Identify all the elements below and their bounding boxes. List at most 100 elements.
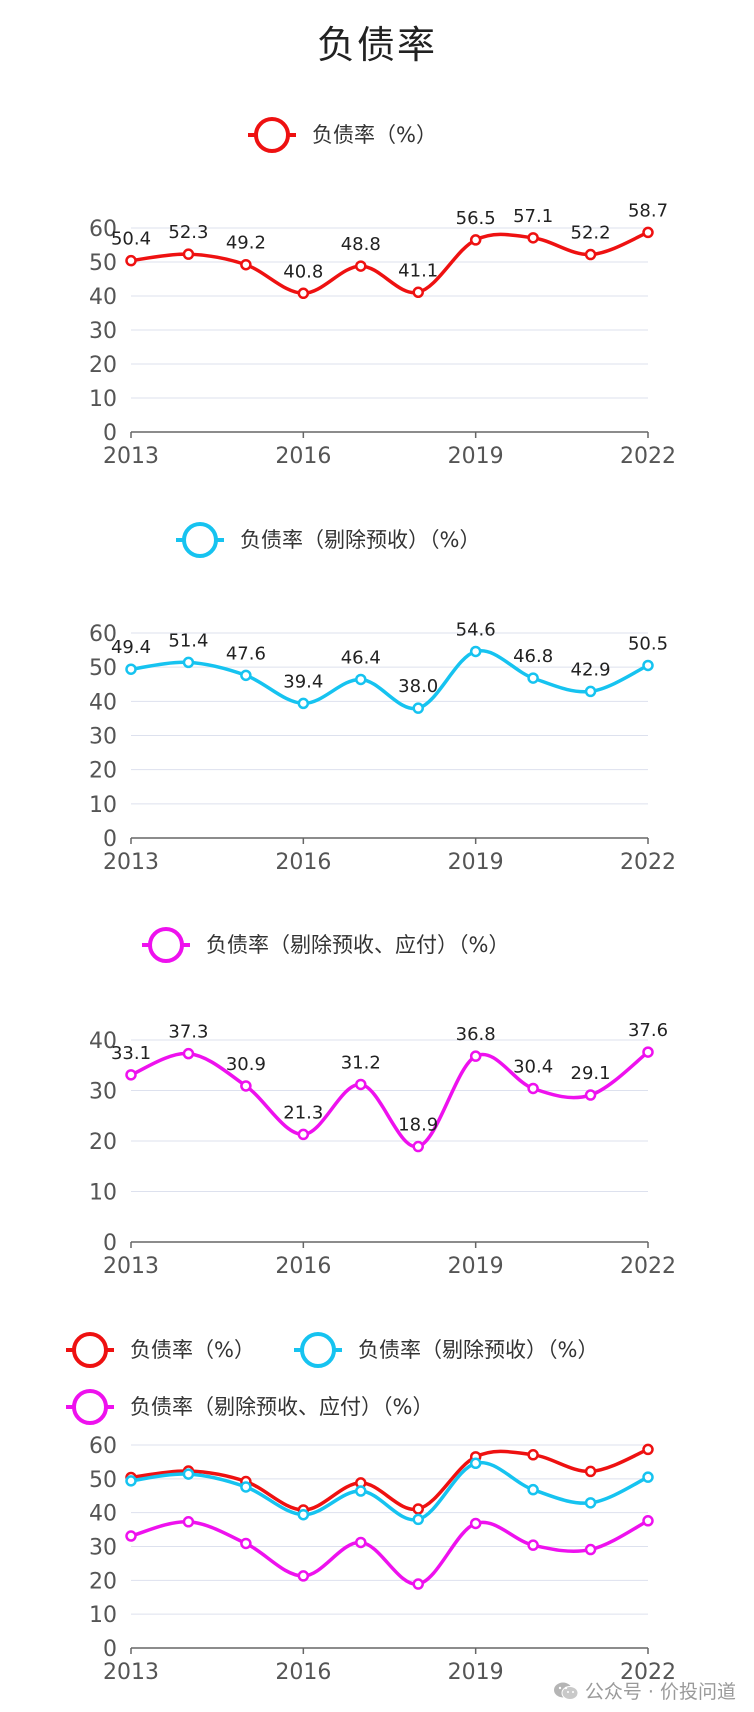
y-tick-label: 10: [89, 387, 117, 412]
y-tick-label: 20: [89, 759, 117, 784]
data-point: [469, 1457, 482, 1470]
data-point: [297, 1570, 310, 1582]
legend-item: 负债率（剔除预收）（%）: [176, 522, 480, 558]
data-point: [240, 1481, 252, 1493]
series-line: [130, 230, 649, 296]
data-label: 51.4: [168, 630, 208, 651]
series-line: [130, 1460, 649, 1522]
y-tick-label: 60: [89, 622, 117, 647]
data-point: [240, 669, 252, 682]
data-point: [469, 1050, 482, 1062]
legend-label: 负债率（剔除预收）（%）: [240, 528, 480, 552]
data-point: [182, 1047, 195, 1060]
x-tick-label: 2013: [103, 444, 159, 469]
data-label: 54.6: [456, 619, 496, 640]
watermark: 公众号 · 价投问道: [553, 1677, 736, 1704]
x-tick-label: 2022: [620, 444, 676, 469]
data-point: [355, 673, 367, 686]
data-point: [584, 1543, 597, 1556]
data-point: [584, 1089, 597, 1101]
y-tick-label: 40: [89, 1029, 117, 1054]
y-tick-label: 0: [103, 1637, 117, 1662]
y-tick-label: 40: [89, 1502, 117, 1527]
data-point: [527, 1539, 539, 1551]
data-label: 30.4: [513, 1056, 553, 1077]
y-tick-label: 30: [89, 1536, 117, 1561]
x-tick-label: 2013: [103, 850, 159, 875]
data-point: [182, 1468, 195, 1480]
legend-item: 负债率（剔除预收、应付）（%）: [66, 1389, 433, 1425]
data-point: [297, 697, 310, 710]
data-point: [527, 1449, 539, 1461]
data-point: [469, 1517, 482, 1530]
y-tick-label: 0: [103, 1231, 117, 1256]
data-label: 40.8: [283, 261, 323, 282]
legend-label: 负债率（%）: [130, 1338, 255, 1362]
x-tick-label: 2019: [448, 850, 504, 875]
data-point: [642, 1046, 654, 1058]
legend-label: 负债率（%）: [312, 123, 437, 147]
series-3: [125, 1515, 654, 1590]
x-tick-label: 2019: [448, 1660, 504, 1685]
data-point: [527, 672, 539, 684]
y-tick-label: 50: [89, 251, 117, 276]
legend-item: 负债率（剔除预收）（%）: [294, 1332, 598, 1368]
x-tick-label: 2019: [448, 444, 504, 469]
legend-marker: [300, 1332, 336, 1368]
series-1: 49.4 51.4 47.6 39.4 46.4 38.0 54.6 46.8 42.9 50.5: [111, 619, 668, 714]
data-point: [125, 1475, 137, 1487]
y-tick-label: 40: [89, 285, 117, 310]
y-tick-label: 40: [89, 690, 117, 715]
data-point: [642, 1471, 654, 1483]
data-point: [125, 1530, 137, 1542]
data-label: 58.7: [628, 200, 668, 221]
y-tick-label: 10: [89, 793, 117, 818]
x-tick-label: 2013: [103, 1660, 159, 1685]
data-label: 57.1: [513, 206, 553, 227]
legend-item: 负债率（剔除预收、应付）（%）: [142, 927, 509, 963]
series-line: [130, 1519, 649, 1586]
series-1: 50.4 52.3 49.2 40.8 48.8 41.1 56.5 57.1 52.2 58.7: [111, 200, 668, 300]
data-label: 52.3: [168, 222, 208, 243]
y-tick-label: 30: [89, 1080, 117, 1105]
data-point: [642, 1443, 654, 1456]
legend-marker: [148, 927, 184, 963]
data-point: [584, 1497, 597, 1509]
data-point: [412, 1140, 424, 1153]
data-label: 52.2: [571, 223, 611, 244]
data-point: [642, 1515, 654, 1527]
data-label: 31.2: [341, 1052, 381, 1073]
data-point: [584, 685, 597, 698]
legend-item: 负债率（%）: [248, 117, 437, 153]
data-label: 46.8: [513, 646, 553, 667]
x-tick-label: 2016: [275, 1254, 331, 1279]
legend-marker: [72, 1332, 108, 1368]
data-label: 33.1: [111, 1043, 151, 1064]
data-point: [584, 1465, 597, 1478]
y-tick-label: 20: [89, 1130, 117, 1155]
x-tick-label: 2016: [275, 1660, 331, 1685]
data-label: 38.0: [398, 676, 438, 697]
data-label: 56.5: [456, 208, 496, 229]
y-tick-label: 10: [89, 1603, 117, 1628]
data-label: 42.9: [571, 659, 611, 680]
data-label: 50.4: [111, 229, 151, 250]
series-line: [130, 1050, 650, 1149]
data-label: 50.5: [628, 633, 668, 654]
series-1: 33.1 37.3 30.9 21.3 31.2 18.9 36.8 30.4 29.1 37.6: [111, 1020, 668, 1153]
data-point: [182, 656, 195, 669]
data-point: [355, 1485, 367, 1497]
data-point: [125, 1069, 137, 1081]
data-label: 18.9: [398, 1115, 438, 1136]
chart-panel-2: 负债率（剔除预收）（%） 0 10 20 30 40 50 60 2013 2016 2019 202…: [89, 522, 676, 875]
y-tick-label: 60: [89, 1434, 117, 1459]
data-label: 41.1: [398, 260, 438, 281]
data-point: [584, 248, 597, 261]
y-tick-label: 0: [103, 827, 117, 852]
data-point: [412, 286, 424, 299]
data-point: [125, 663, 137, 675]
chart-panel-4: 负债率（%） 负债率（剔除预收）（%） 负债率（剔除预收、应付）（%） 0 10 20 30…: [66, 1332, 676, 1685]
x-tick-label: 2016: [275, 444, 331, 469]
